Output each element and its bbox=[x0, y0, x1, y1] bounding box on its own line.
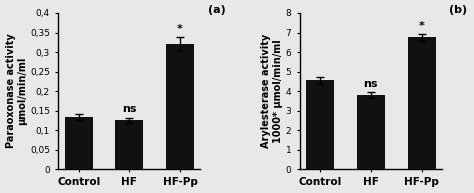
Bar bbox=[65, 117, 92, 169]
Text: ns: ns bbox=[122, 104, 137, 114]
Bar bbox=[357, 95, 385, 169]
Bar bbox=[166, 44, 194, 169]
Text: *: * bbox=[419, 21, 425, 31]
Bar bbox=[306, 80, 334, 169]
Bar bbox=[116, 120, 143, 169]
Bar bbox=[408, 37, 436, 169]
Text: (b): (b) bbox=[449, 5, 467, 15]
Text: (a): (a) bbox=[208, 5, 225, 15]
Text: ns: ns bbox=[364, 79, 378, 89]
Y-axis label: Paraoxonase activity
μmol/min/ml: Paraoxonase activity μmol/min/ml bbox=[6, 34, 27, 148]
Y-axis label: Arylesterase activity
1000* μmol/min/ml: Arylesterase activity 1000* μmol/min/ml bbox=[261, 34, 283, 148]
Text: *: * bbox=[177, 24, 183, 34]
